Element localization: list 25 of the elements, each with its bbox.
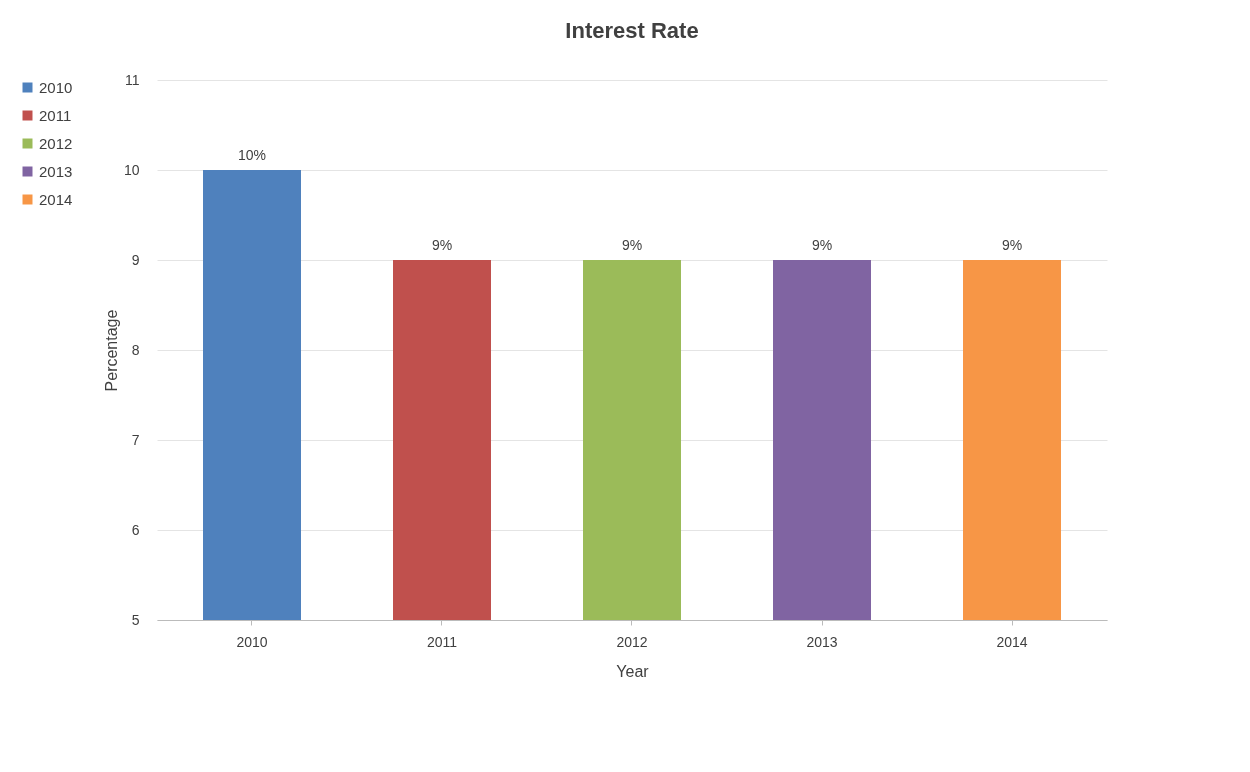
y-tick-label: 5	[131, 611, 140, 628]
chart-title: Interest Rate	[565, 18, 699, 43]
x-axis-title: Year	[616, 662, 650, 680]
data-label: 9%	[431, 237, 453, 253]
legend-label: 2012	[39, 134, 73, 152]
legend-label: 2010	[39, 78, 73, 96]
x-tick-label: 2011	[426, 633, 458, 650]
y-tick-label: 8	[131, 341, 140, 358]
y-tick-label: 10	[123, 161, 140, 178]
x-tick-label: 2013	[806, 633, 838, 650]
data-label: 9%	[811, 237, 833, 253]
x-tick-label: 2010	[236, 633, 268, 650]
x-tick-label: 2012	[616, 633, 648, 650]
y-tick-label: 7	[131, 431, 140, 448]
data-label: 9%	[1001, 237, 1023, 253]
x-tick-label: 2014	[996, 633, 1028, 650]
y-axis-title: Percentage	[102, 309, 120, 392]
y-tick-label: 6	[131, 521, 140, 538]
data-label: 10%	[237, 147, 267, 163]
legend-label: 2013	[39, 162, 73, 180]
legend-label: 2014	[39, 190, 73, 208]
y-tick-label: 9	[131, 251, 140, 268]
data-label: 9%	[621, 237, 643, 253]
y-tick-label: 11	[124, 71, 140, 88]
legend-label: 2011	[39, 106, 72, 124]
